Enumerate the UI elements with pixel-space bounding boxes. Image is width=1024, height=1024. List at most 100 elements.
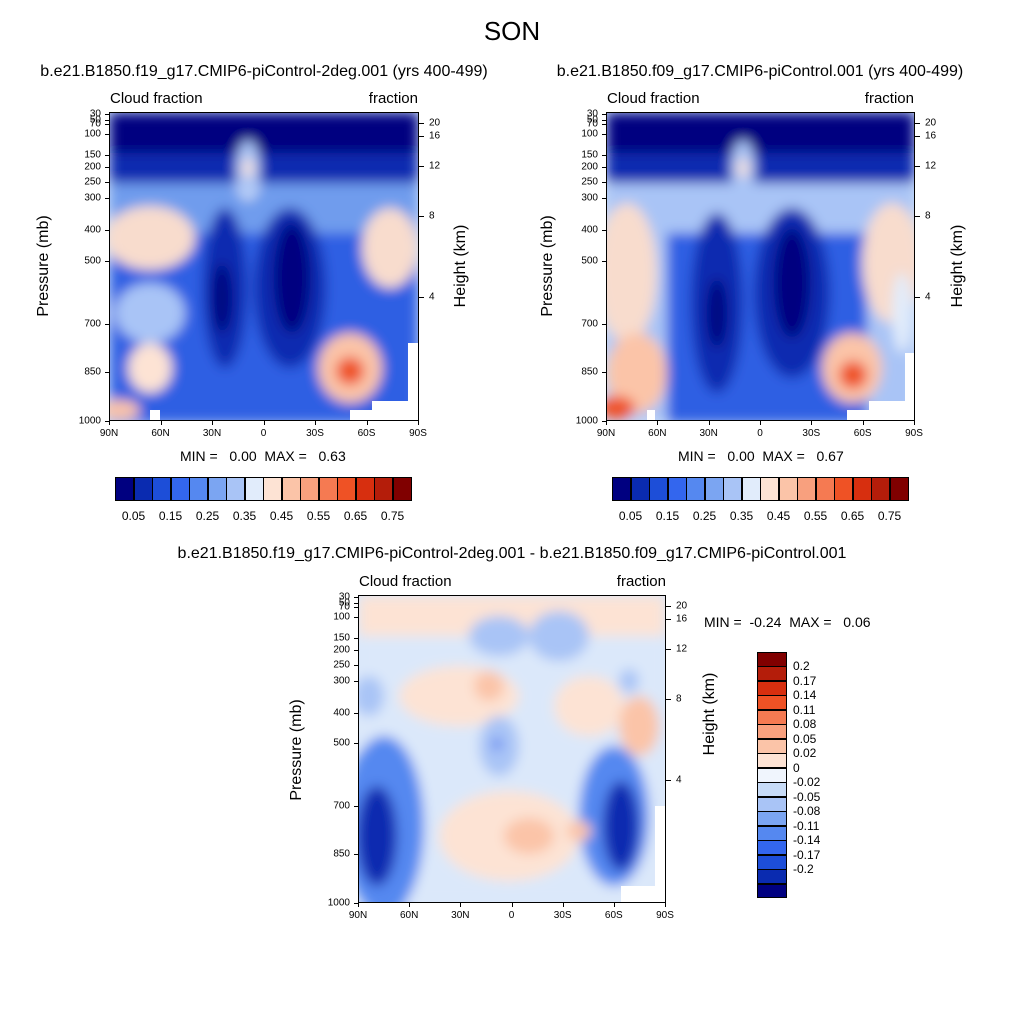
colorbar-swatch [757, 680, 787, 696]
y2-tick-label: 4 [429, 291, 435, 303]
y-tick-mark [105, 113, 109, 115]
x-tick-label: 90N [596, 428, 616, 439]
colorbar-swatch [757, 709, 787, 725]
y-tick-label: 300 [333, 675, 350, 687]
colorbar-swatch [133, 477, 153, 501]
panel1-title: b.e21.B1850.f19_g17.CMIP6-piControl-2deg… [40, 63, 488, 80]
colorbar-swatch [300, 477, 319, 501]
y-tick-label: 150 [581, 149, 598, 161]
x-tick-mark [708, 421, 710, 425]
y-tick-mark [105, 323, 109, 325]
x-tick-label: 30N [451, 910, 470, 921]
y-tick-label: 850 [84, 366, 101, 378]
y-tick-mark [105, 260, 109, 262]
y-tick-mark [602, 230, 606, 232]
y2-tick-mark [915, 297, 920, 299]
y2-tick-mark [915, 216, 920, 218]
y-tick-mark [105, 182, 109, 184]
x-tick-label: 0 [260, 428, 267, 439]
y2-tick-mark [915, 122, 920, 124]
x-tick-label: 90N [348, 910, 368, 921]
panel2-ylabel: Pressure (mb) [539, 215, 556, 317]
colorbar-swatch [757, 666, 787, 682]
panel3-left-label: Cloud fraction [359, 573, 452, 590]
colorbar-label: 0.2 [793, 659, 810, 674]
x-tick-label: 60S [604, 910, 623, 921]
y-tick-label: 50 [89, 114, 101, 126]
y2-tick-label: 8 [676, 693, 682, 705]
x-tick-mark [562, 903, 564, 907]
colorbar-label: 0.65 [840, 509, 865, 523]
colorbar-swatch [815, 477, 835, 501]
y-tick-label: 100 [84, 128, 101, 140]
y2-tick-mark [915, 136, 920, 138]
colorbar-swatch [757, 738, 787, 754]
colorbar-label: 0.45 [766, 509, 791, 523]
panel3-title: b.e21.B1850.f19_g17.CMIP6-piControl-2deg… [177, 545, 847, 562]
x-tick-mark [263, 421, 265, 425]
y-tick-label: 700 [84, 318, 101, 330]
colorbar-swatch [207, 477, 227, 501]
colorbar-label: 0.55 [803, 509, 828, 523]
x-tick-mark [212, 421, 213, 425]
colorbar-label: 0.75 [877, 509, 902, 523]
y-tick-mark [602, 372, 606, 374]
y-tick-mark [354, 664, 358, 666]
y2-tick-mark [419, 216, 424, 218]
colorbar-swatch [392, 477, 412, 501]
y-tick-mark [105, 197, 109, 199]
y2-tick-mark [915, 165, 920, 167]
colorbar-swatch [355, 477, 375, 501]
x-tick-mark [358, 903, 359, 907]
y2-tick-mark [419, 297, 424, 299]
colorbar-swatch [757, 695, 787, 711]
y-tick-label: 1000 [327, 897, 350, 909]
y-tick-label: 250 [581, 176, 598, 188]
colorbar-label: 0.17 [793, 673, 817, 688]
colorbar-label: -0.02 [793, 775, 821, 790]
y2-tick-label: 4 [676, 774, 682, 786]
colorbar-label: 0.35 [729, 509, 754, 523]
y-tick-mark [354, 712, 358, 714]
colorbar-label: 0.45 [269, 509, 294, 523]
x-tick-label: 90N [99, 428, 119, 439]
y-tick-label: 200 [581, 161, 598, 173]
colorbar-label: 0.15 [655, 509, 680, 523]
y-tick-label: 300 [84, 192, 101, 204]
panel3-ylabel: Pressure (mb) [288, 699, 305, 801]
y-tick-mark [105, 230, 109, 232]
y-tick-label: 70 [586, 118, 598, 130]
y-tick-label: 200 [333, 644, 350, 656]
y-tick-label: 700 [581, 318, 598, 330]
y-tick-label: 100 [333, 611, 350, 623]
y-tick-mark [354, 638, 358, 640]
colorbar-swatch [170, 477, 190, 501]
colorbar-swatch [760, 477, 779, 501]
x-tick-mark [418, 421, 419, 425]
colorbar-swatch [757, 724, 787, 740]
colorbar-label: 0.15 [158, 509, 183, 523]
x-tick-mark [613, 903, 615, 907]
y-tick-label: 400 [581, 224, 598, 236]
y-tick-mark [354, 596, 358, 598]
x-tick-mark [460, 903, 462, 907]
y-tick-label: 700 [333, 800, 350, 812]
y-tick-label: 1000 [575, 415, 598, 427]
y2-tick-label: 20 [925, 117, 937, 129]
y-tick-label: 70 [338, 601, 350, 613]
colorbar-label: 0.05 [618, 509, 643, 523]
y-tick-mark [354, 806, 358, 808]
x-tick-mark [366, 421, 368, 425]
panel1-plot-area [109, 112, 419, 421]
y-tick-mark [602, 119, 606, 121]
y-tick-label: 1000 [78, 415, 101, 427]
colorbar-swatch [757, 767, 787, 783]
colorbar-swatch [797, 477, 816, 501]
colorbar-label: 0.11 [793, 702, 816, 717]
colorbar-label: 0.14 [793, 688, 817, 703]
x-tick-label: 60N [648, 428, 667, 439]
x-tick-label: 0 [508, 910, 515, 921]
y-tick-mark [105, 123, 109, 125]
y-tick-label: 150 [333, 632, 350, 644]
panel1-ylabel: Pressure (mb) [35, 215, 52, 317]
